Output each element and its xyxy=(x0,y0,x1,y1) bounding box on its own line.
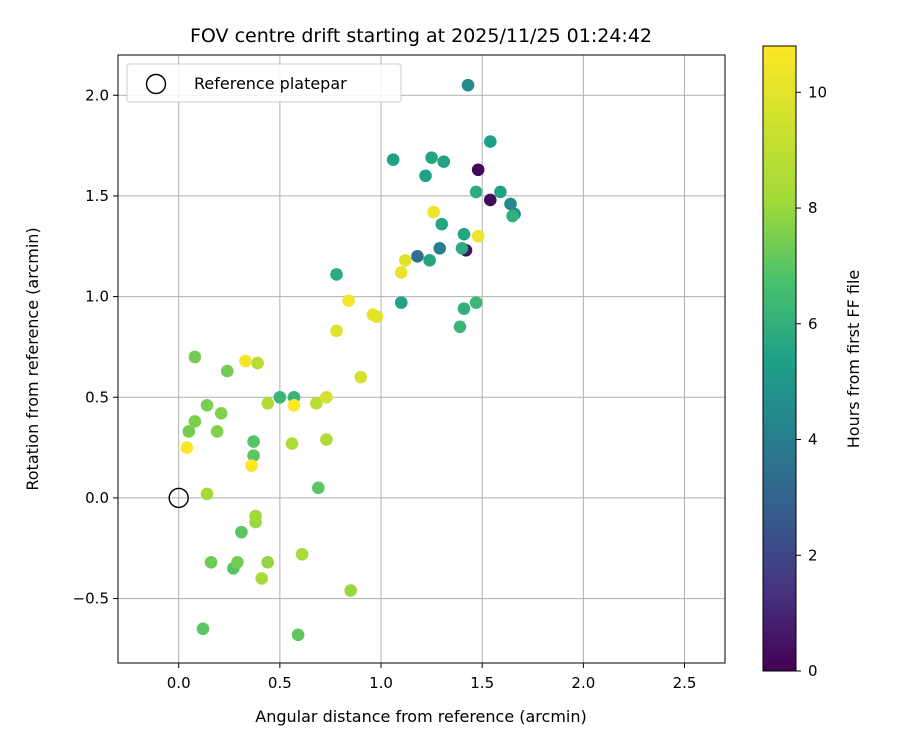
data-point xyxy=(494,185,507,199)
plot-area xyxy=(118,55,725,663)
data-point xyxy=(457,227,471,241)
legend-box xyxy=(126,63,402,103)
data-point xyxy=(245,459,258,473)
data-point xyxy=(435,217,449,231)
data-point xyxy=(354,370,368,384)
x-axis-label: Angular distance from reference (arcmin) xyxy=(255,707,586,726)
y-axis-label: Rotation from reference (arcmin) xyxy=(23,227,42,490)
x-tick-label: 2.5 xyxy=(673,674,697,692)
x-axis-ticks: 0.0 0.5 1.0 1.5 2.0 2.5 xyxy=(167,663,697,692)
data-point xyxy=(247,449,260,462)
data-point xyxy=(261,396,275,410)
data-point xyxy=(196,622,210,636)
data-point xyxy=(386,153,400,166)
plot-frame xyxy=(117,54,726,664)
data-point xyxy=(235,525,248,539)
colorbar xyxy=(762,45,797,672)
reference-platepar-marker xyxy=(168,487,189,509)
data-point xyxy=(427,205,440,219)
data-point xyxy=(273,390,287,404)
data-point xyxy=(188,415,202,428)
data-point xyxy=(249,509,262,523)
data-point xyxy=(330,268,343,281)
data-point xyxy=(180,441,194,454)
data-point xyxy=(247,435,260,448)
data-point xyxy=(344,584,357,597)
colorbar-tick-label: 0 xyxy=(808,662,818,680)
data-point xyxy=(419,169,432,183)
data-point xyxy=(394,266,408,279)
data-point xyxy=(483,193,497,207)
legend-marker-icon xyxy=(145,73,167,95)
data-point xyxy=(471,229,485,243)
data-point xyxy=(295,547,309,561)
data-point xyxy=(287,399,301,412)
data-point xyxy=(425,151,438,164)
data-point xyxy=(342,294,355,307)
y-tick-label: 0.5 xyxy=(85,388,109,406)
y-tick-label: −0.5 xyxy=(73,590,109,608)
data-point xyxy=(433,241,447,255)
data-point xyxy=(200,399,214,412)
data-point xyxy=(204,556,218,569)
colorbar-ticks: 0 2 4 6 8 10 xyxy=(796,83,827,680)
data-point xyxy=(504,197,517,211)
chart-title: FOV centre drift starting at 2025/11/25 … xyxy=(190,25,652,47)
legend-label: Reference platepar xyxy=(194,74,347,93)
data-point xyxy=(261,556,275,569)
data-point xyxy=(471,163,485,177)
data-point xyxy=(255,572,268,585)
data-point xyxy=(455,241,469,255)
data-point xyxy=(251,356,264,370)
data-point xyxy=(399,254,412,267)
data-point xyxy=(239,354,252,368)
data-point xyxy=(231,556,244,569)
data-point xyxy=(330,324,343,338)
data-point xyxy=(411,250,424,263)
colorbar-tick-label: 10 xyxy=(808,83,827,101)
legend: Reference platepar xyxy=(126,63,402,103)
data-point xyxy=(437,155,451,169)
data-point xyxy=(469,185,483,199)
y-axis-ticks: −0.5 0.0 0.5 1.0 1.5 2.0 xyxy=(73,86,118,608)
data-point xyxy=(506,209,519,223)
data-point xyxy=(423,254,436,267)
data-point xyxy=(182,425,196,438)
data-point xyxy=(312,481,325,495)
x-tick-label: 2.0 xyxy=(571,674,595,692)
data-point xyxy=(320,433,333,446)
data-points xyxy=(180,78,521,642)
data-point xyxy=(188,350,202,364)
data-point xyxy=(214,407,228,420)
x-tick-label: 0.0 xyxy=(167,674,191,692)
colorbar-label: Hours from first FF file xyxy=(844,270,863,449)
data-point xyxy=(309,396,323,410)
data-point xyxy=(220,364,234,378)
data-point xyxy=(210,425,224,438)
y-tick-label: 0.0 xyxy=(85,489,109,507)
data-point xyxy=(457,302,471,315)
data-point xyxy=(320,390,333,404)
data-point xyxy=(291,628,305,642)
data-point xyxy=(285,437,299,450)
y-tick-label: 2.0 xyxy=(85,86,109,104)
data-point xyxy=(394,296,408,309)
data-point xyxy=(453,320,467,334)
data-point xyxy=(483,135,497,148)
data-point xyxy=(200,487,214,501)
data-point xyxy=(461,78,475,92)
colorbar-tick-label: 8 xyxy=(808,199,818,217)
data-point xyxy=(469,296,483,309)
data-point xyxy=(370,310,384,324)
y-tick-label: 1.0 xyxy=(85,288,109,306)
colorbar-tick-label: 2 xyxy=(808,546,818,564)
colorbar-tick-label: 4 xyxy=(808,431,818,449)
y-tick-label: 1.5 xyxy=(85,187,109,205)
x-tick-label: 1.0 xyxy=(369,674,393,692)
x-tick-label: 0.5 xyxy=(268,674,292,692)
colorbar-tick-label: 6 xyxy=(808,315,818,333)
x-tick-label: 1.5 xyxy=(470,674,494,692)
